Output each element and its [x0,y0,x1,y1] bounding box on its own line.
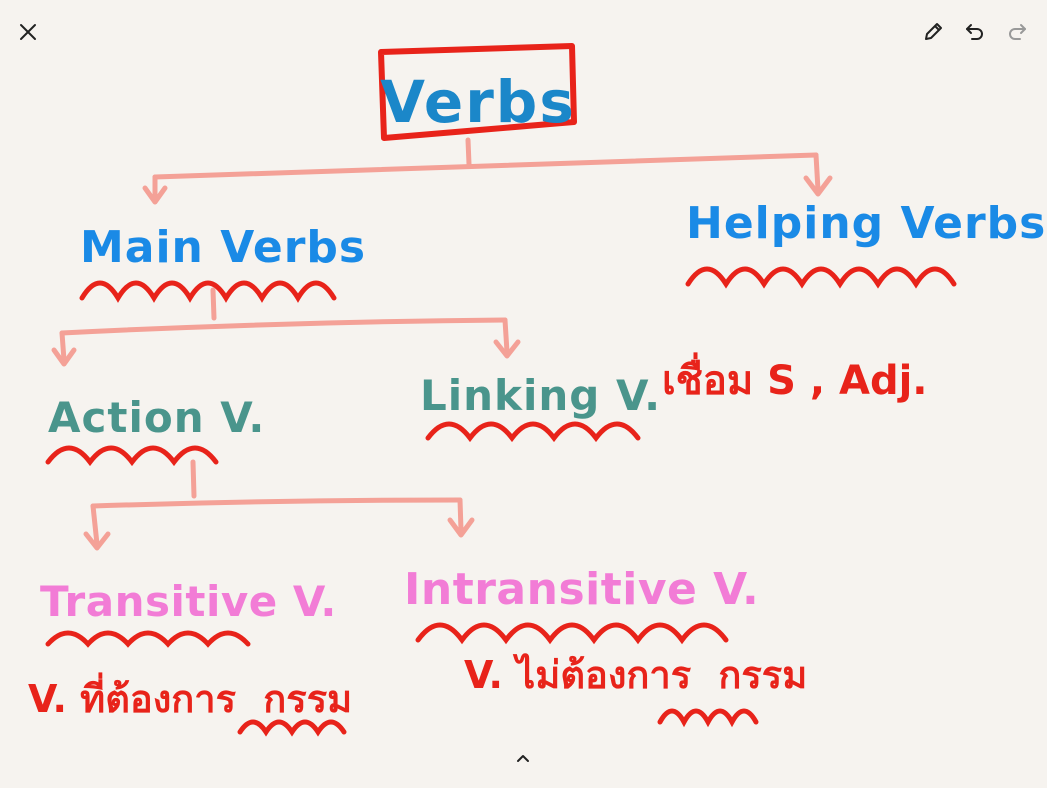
transitive-note-word: กรรม [263,677,352,721]
helping-verbs-label: Helping Verbs [686,198,1046,249]
undo-icon [966,24,983,40]
intransitive-v-underline [415,622,729,645]
transitive-note-underline [237,719,347,737]
linking-v-label: Linking V. [420,371,661,420]
root-box [378,43,577,141]
connector-root [142,137,833,205]
redo-icon [1009,24,1026,40]
main-verbs-underline [79,280,337,303]
close-button[interactable] [10,14,46,50]
intransitive-note-word: กรรม [718,653,807,697]
transitive-v-label: Transitive V. [40,577,337,626]
undo-button[interactable] [957,14,993,50]
transitive-note: V. ที่ต้องการ กรรม [28,672,352,721]
linking-note: เชื่อม S , Adj. [662,352,928,404]
intransitive-note-prefix: V. ไม่ต้องการ [464,653,692,697]
chevron-up-icon [517,755,529,762]
root-label: Verbs [380,68,576,136]
intransitive-v-label: Intransitive V. [404,564,759,615]
pen-button[interactable] [915,14,951,50]
close-icon [20,24,36,40]
helping-verbs-underline [685,266,957,289]
action-v-underline [45,445,219,467]
pen-icon [925,23,942,40]
expand-button[interactable] [505,740,541,776]
main-verbs-label: Main Verbs [80,222,366,273]
intransitive-note-underline [657,708,759,728]
connector-main [51,287,521,367]
transitive-v-underline [45,630,251,648]
redo-button[interactable] [999,14,1035,50]
intransitive-note: V. ไม่ต้องการ กรรม [464,653,807,697]
linking-v-underline [425,421,641,443]
transitive-note-prefix: V. ที่ต้องการ [28,672,237,721]
connector-action [83,459,475,551]
action-v-label: Action V. [48,393,265,442]
